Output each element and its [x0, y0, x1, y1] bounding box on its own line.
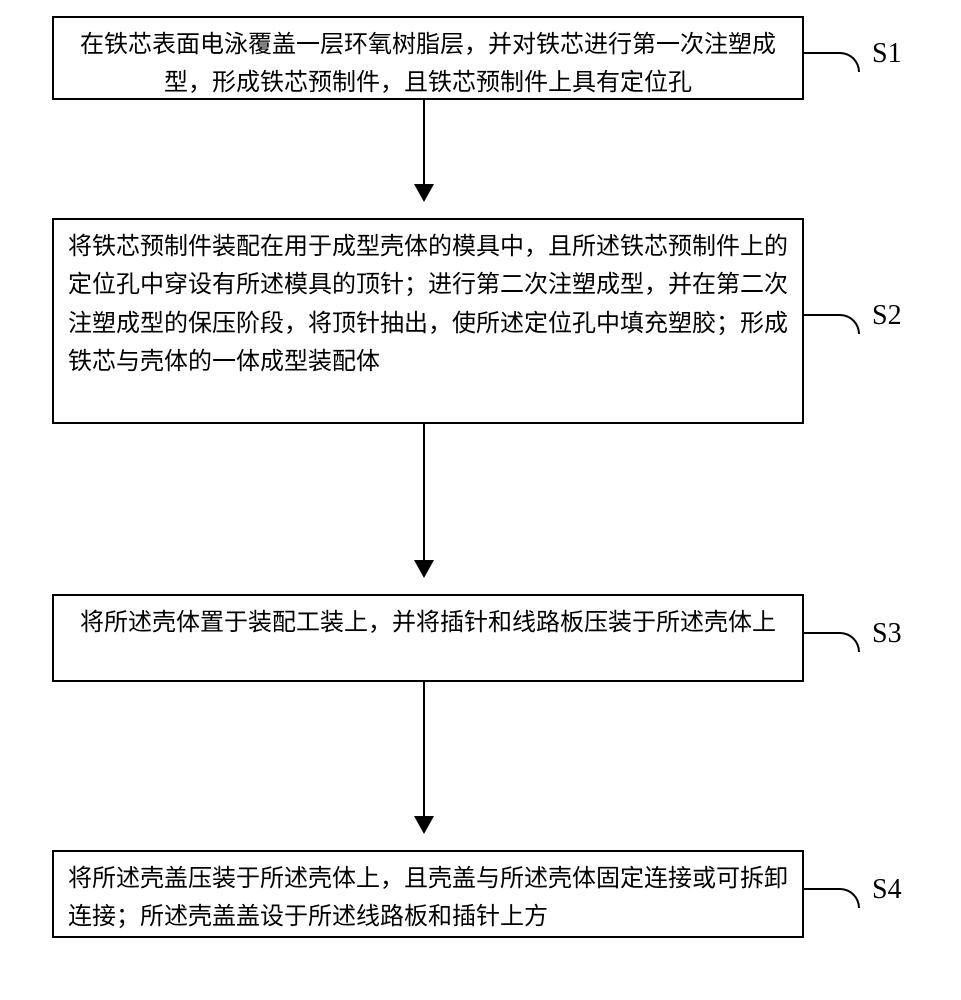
arrow-s2-s3 [423, 424, 425, 576]
step-text-s2: 将铁芯预制件装配在用于成型壳体的模具中，且所述铁芯预制件上的定位孔中穿设有所述模… [68, 234, 788, 375]
step-label-s3: S3 [872, 618, 902, 650]
step-box-s4: 将所述壳盖压装于所述壳体上，且壳盖与所述壳体固定连接或可拆卸连接；所述壳盖盖设于… [52, 850, 804, 938]
label-connector-s4 [804, 888, 860, 908]
step-label-s2: S2 [872, 300, 902, 332]
step-text-s3: 将所述壳体置于装配工装上，并将插针和线路板压装于所述壳体上 [80, 610, 776, 636]
label-connector-s3 [804, 632, 860, 652]
label-connector-s2 [804, 314, 860, 334]
step-label-s4: S4 [872, 874, 902, 906]
step-text-s4: 将所述壳盖压装于所述壳体上，且壳盖与所述壳体固定连接或可拆卸连接；所述壳盖盖设于… [68, 866, 788, 930]
step-box-s3: 将所述壳体置于装配工装上，并将插针和线路板压装于所述壳体上 [52, 594, 804, 682]
arrow-s1-s2 [423, 100, 425, 200]
step-box-s1: 在铁芯表面电泳覆盖一层环氧树脂层，并对铁芯进行第一次注塑成型，形成铁芯预制件，且… [52, 16, 804, 100]
step-label-s1: S1 [872, 38, 902, 70]
arrow-s3-s4 [423, 682, 425, 832]
flowchart-container: 在铁芯表面电泳覆盖一层环氧树脂层，并对铁芯进行第一次注塑成型，形成铁芯预制件，且… [0, 0, 961, 1000]
step-text-s1: 在铁芯表面电泳覆盖一层环氧树脂层，并对铁芯进行第一次注塑成型，形成铁芯预制件，且… [80, 32, 776, 96]
label-connector-s1 [804, 52, 860, 72]
step-box-s2: 将铁芯预制件装配在用于成型壳体的模具中，且所述铁芯预制件上的定位孔中穿设有所述模… [52, 218, 804, 424]
